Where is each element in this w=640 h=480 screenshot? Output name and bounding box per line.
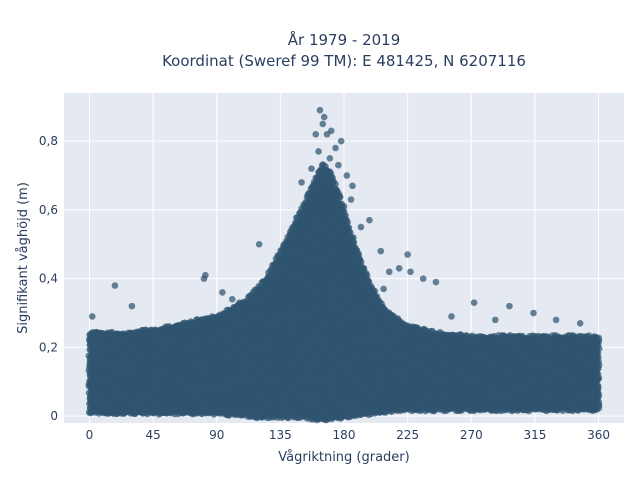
points-layer [85,106,603,424]
